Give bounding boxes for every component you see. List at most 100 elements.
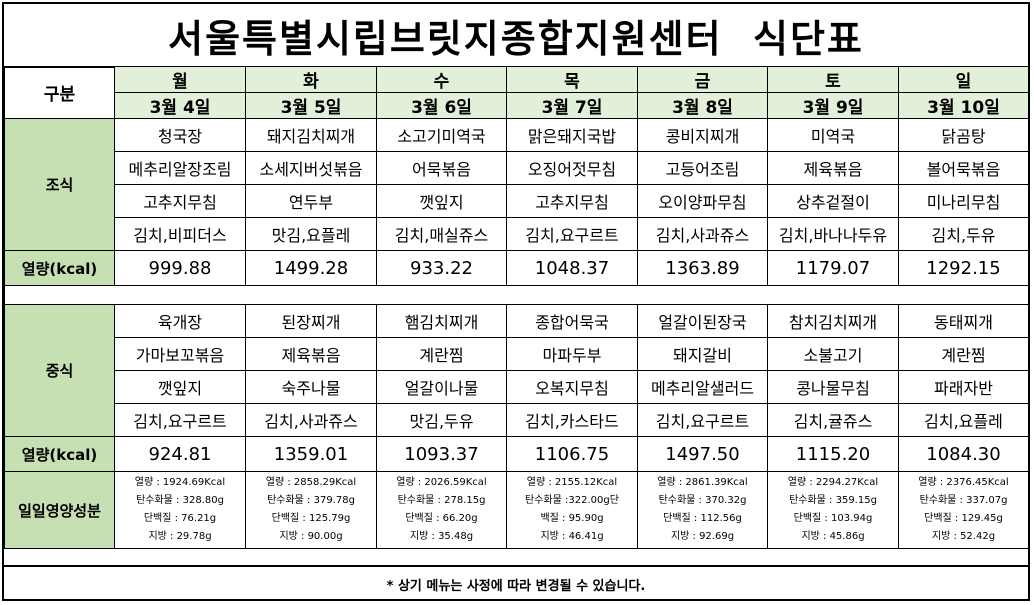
calorie-value: 1179.07 [767, 250, 899, 286]
nutrition-line: 탄수화물 : 337.07g [919, 495, 1008, 506]
menu-item: 상추겉절이 [767, 184, 899, 218]
menu-item: 김치,매실쥬스 [376, 217, 507, 251]
calorie-value: 1106.75 [506, 436, 638, 472]
nutrition-line: 지방 : 35.48g [409, 531, 474, 542]
calorie-value: 1497.50 [637, 436, 768, 472]
menu-item: 된장찌개 [245, 304, 377, 338]
nutrition-line: 단백질 : 76.21g [143, 513, 217, 524]
day-header: 화 [245, 66, 377, 93]
menu-item: 얼갈이나물 [376, 370, 507, 404]
nutrition-line: 열량 : 2026.59Kcal [396, 477, 487, 488]
nutrition-cell: 열량 : 2294.27Kcal 탄수화물 : 359.15g 단백질 : 103.… [767, 471, 899, 549]
lunch-label: 중식 [4, 304, 115, 437]
nutrition-line: 열량 : 2294.27Kcal [787, 477, 879, 488]
nutrition-line: 탄수화물 : 379.78g [267, 495, 355, 506]
menu-item: 김치,요구르트 [506, 217, 638, 251]
nutrition-line: 지방 : 45.86g [801, 531, 865, 542]
menu-item: 김치,비피더스 [114, 217, 246, 251]
menu-item: 햄김치찌개 [376, 304, 507, 338]
menu-item: 오복지무침 [506, 370, 638, 404]
menu-item: 고추지무침 [114, 184, 246, 218]
menu-item: 맛김,두유 [376, 403, 507, 437]
calorie-value: 933.22 [376, 250, 507, 286]
menu-item: 연두부 [245, 184, 377, 218]
lunch-calorie-row: 열량(kcal) 924.81 1359.01 1093.37 1106.75 1497.… [4, 436, 1029, 472]
nutrition-line: 탄수화물 :322.00g단 [525, 495, 619, 506]
calorie-label: 열량(kcal) [4, 250, 115, 286]
menu-item: 제육볶음 [767, 151, 899, 185]
menu-item: 김치,요구르트 [637, 403, 768, 437]
menu-item: 콩비지찌개 [637, 118, 768, 152]
nutrition-line: 지방 : 92.69g [670, 531, 735, 542]
menu-item: 맛김,요플레 [245, 217, 377, 251]
menu-item: 김치,사과쥬스 [637, 217, 768, 251]
menu-item: 가마보꼬볶음 [114, 337, 246, 371]
nutrition-cell: 열량 : 2026.59Kcal 탄수화물 : 278.15g 단백질 : 66.2… [376, 471, 507, 549]
header-row-days: 구분 월 화 수 목 금 토 일 [4, 66, 1029, 119]
lunch-menu-row: 가마보꼬볶음 제육볶음 계란찜 마파두부 돼지갈비 소불고기 계란찜 [5, 337, 1029, 371]
nutrition-line: 지방 : 46.41g [540, 531, 604, 542]
nutrition-line: 지방 : 90.00g [279, 531, 343, 542]
menu-item: 미나리무침 [898, 184, 1029, 218]
calorie-value: 924.81 [114, 436, 246, 472]
lunch-menu-row: 깻잎지 숙주나물 얼갈이나물 오복지무침 메추리알샐러드 콩나물무침 파래자반 [5, 370, 1029, 404]
spacer-cell [4, 285, 1029, 305]
nutrition-line: 열량 : 2858.29Kcal [265, 477, 357, 488]
calorie-value: 1499.28 [245, 250, 377, 286]
day-header: 일 [898, 66, 1029, 93]
menu-item: 김치,요플레 [898, 403, 1029, 437]
day-header: 토 [767, 66, 899, 93]
calorie-value: 1363.89 [637, 250, 768, 286]
calorie-label: 열량(kcal) [4, 436, 115, 472]
menu-item: 메추리알샐러드 [637, 370, 768, 404]
menu-item: 맑은돼지국밥 [506, 118, 638, 152]
day-header: 목 [506, 66, 638, 93]
gubun-header: 구분 [4, 66, 115, 119]
menu-item: 소고기미역국 [376, 118, 507, 152]
section-spacer [4, 285, 1029, 305]
menu-item: 마파두부 [506, 337, 638, 371]
menu-item: 메추리알장조림 [114, 151, 246, 185]
nutrition-line: 탄수화물 : 328.80g [136, 495, 224, 506]
nutrition-line: 열량 : 2376.45Kcal [918, 477, 1009, 488]
menu-item: 참치김치찌개 [767, 304, 899, 338]
menu-item: 종합어묵국 [506, 304, 638, 338]
nutrition-line: 열량 : 2155.12Kcal [526, 477, 618, 488]
date-header: 3월 10일 [898, 92, 1029, 119]
menu-item: 돼지김치찌개 [245, 118, 377, 152]
nutrition-cell: 열량 : 2376.45Kcal 탄수화물 : 337.07g 단백질 : 129.… [898, 471, 1029, 549]
lunch-menu-row: 김치,요구르트 김치,사과쥬스 맛김,두유 김치,카스타드 김치,요구르트 김치,귤쥬스 김… [5, 403, 1029, 437]
calorie-value: 1292.15 [898, 250, 1029, 286]
menu-item: 닭곰탕 [898, 118, 1029, 152]
date-header: 3월 6일 [376, 92, 507, 119]
day-header: 금 [637, 66, 768, 93]
menu-item: 육개장 [114, 304, 246, 338]
calorie-value: 1048.37 [506, 250, 638, 286]
day-header: 수 [376, 66, 507, 93]
menu-item: 계란찜 [898, 337, 1029, 371]
nutrition-line: 단백질 : 103.94g [793, 513, 873, 524]
nutrition-line: 단백질 : 129.45g [924, 513, 1003, 524]
breakfast-menu-row: 고추지무침 연두부 깻잎지 고추지무침 오이양파무침 상추겉절이 미나리무침 [5, 184, 1029, 218]
nutrition-line: 지방 : 52.42g [931, 531, 996, 542]
nutrition-line: 탄수화물 : 278.15g [397, 495, 486, 506]
nutrition-cell: 열량 : 1924.69Kcal 탄수화물 : 328.80g 단백질 : 76.2… [114, 471, 246, 549]
menu-item: 콩나물무침 [767, 370, 899, 404]
menu-item: 어묵볶음 [376, 151, 507, 185]
breakfast-menu-row: 메추리알장조림 소세지버섯볶음 어묵볶음 오징어젓무침 고등어조림 제육볶음 볼어묵볶음 [5, 151, 1029, 185]
date-header: 3월 9일 [767, 92, 899, 119]
nutrition-line: 열량 : 2861.39Kcal [657, 477, 748, 488]
menu-table: 구분 월 화 수 목 금 토 일 3월 4일 3월 5일 3월 6일 3월 7일 3월 8일 3월 9일 3… [4, 66, 1029, 549]
date-header: 3월 7일 [506, 92, 638, 119]
menu-item: 김치,카스타드 [506, 403, 638, 437]
menu-item: 오징어젓무침 [506, 151, 638, 185]
menu-item: 고등어조림 [637, 151, 768, 185]
header-row-dates: 3월 4일 3월 5일 3월 6일 3월 7일 3월 8일 3월 9일 3월 10일 [5, 92, 1029, 119]
menu-item: 김치,바나나두유 [767, 217, 899, 251]
nutrition-line: 단백질 : 66.20g [405, 513, 478, 524]
calorie-value: 1093.37 [376, 436, 507, 472]
nutrition-line: 탄수화물 : 359.15g [789, 495, 877, 506]
calorie-value: 1359.01 [245, 436, 377, 472]
nutrition-line: 단백질 : 112.56g [663, 513, 742, 524]
